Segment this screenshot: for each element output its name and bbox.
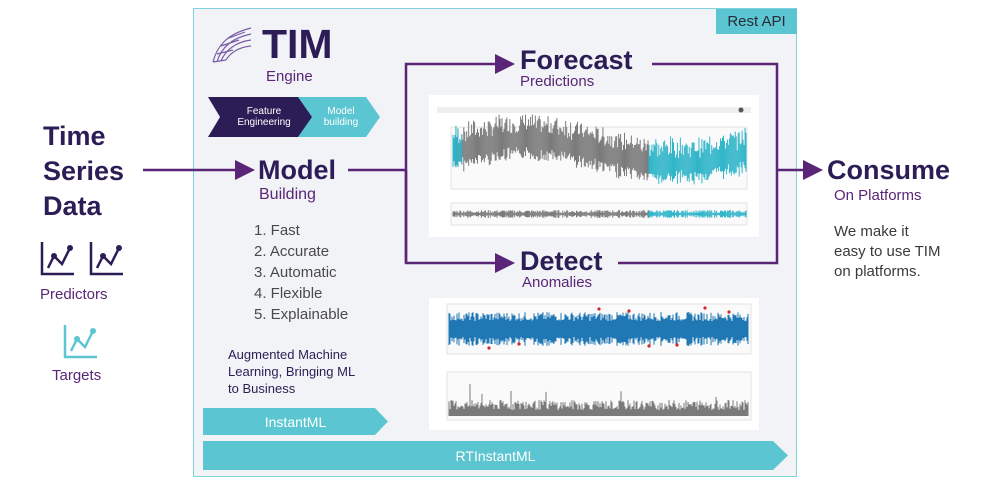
model-features-list: 1. Fast 2. Accurate 3. Automatic 4. Flex… — [254, 220, 348, 325]
forecast-title: Forecast — [520, 45, 633, 75]
predictor-chart-icon — [89, 242, 123, 276]
predictors-label: Predictors — [40, 286, 108, 303]
tim-title: TIM — [262, 21, 333, 67]
consume-title: Consume — [827, 155, 951, 185]
model-building-label: Model building — [323, 106, 359, 128]
augmented-ml-tagline: Augmented Machine Learning, Bringing ML … — [228, 347, 356, 396]
model-subtitle: Building — [259, 186, 316, 203]
rest-api-badge: Rest API — [716, 9, 797, 34]
detect-title: Detect — [520, 246, 603, 276]
instantml-bar: InstantML — [203, 408, 388, 435]
instantml-label: InstantML — [264, 413, 327, 430]
anomaly-chart-thumbnail — [429, 298, 759, 430]
forecast-chart — [437, 107, 751, 226]
consume-description: We make it easy to use TIM on platforms. — [834, 223, 941, 280]
model-title: Model — [258, 155, 336, 185]
model-building-step — [296, 97, 380, 137]
time-series-data-title: Time Series Data — [43, 121, 125, 221]
feature-item: 5. Explainable — [254, 306, 349, 323]
feature-item: 2. Accurate — [254, 243, 330, 260]
arrow-outputs-merge — [618, 62, 779, 265]
detect-subtitle: Anomalies — [522, 274, 593, 291]
forecast-chart-thumbnail — [429, 95, 759, 237]
rtinstantml-bar: RTInstantML — [203, 441, 788, 470]
forecast-subtitle: Predictions — [520, 73, 595, 90]
target-chart-icon — [63, 325, 97, 359]
arrow-to-detect — [404, 170, 515, 273]
feature-engineering-label: Feature Engineering — [237, 106, 291, 128]
rtinstantml-label: RTInstantML — [455, 447, 536, 464]
predictor-chart-icon — [40, 242, 74, 276]
targets-label: Targets — [52, 367, 102, 384]
feature-engineering-step — [208, 97, 312, 137]
consume-subtitle: On Platforms — [834, 187, 922, 204]
pipeline-steps: Feature Engineering Model building — [208, 97, 380, 137]
feature-item: 1. Fast — [254, 222, 300, 239]
tim-logo-icon — [212, 27, 252, 63]
tim-subtitle: Engine — [266, 68, 313, 85]
anomaly-chart — [446, 303, 752, 421]
feature-item: 4. Flexible — [254, 285, 323, 302]
feature-item: 3. Automatic — [254, 264, 337, 281]
